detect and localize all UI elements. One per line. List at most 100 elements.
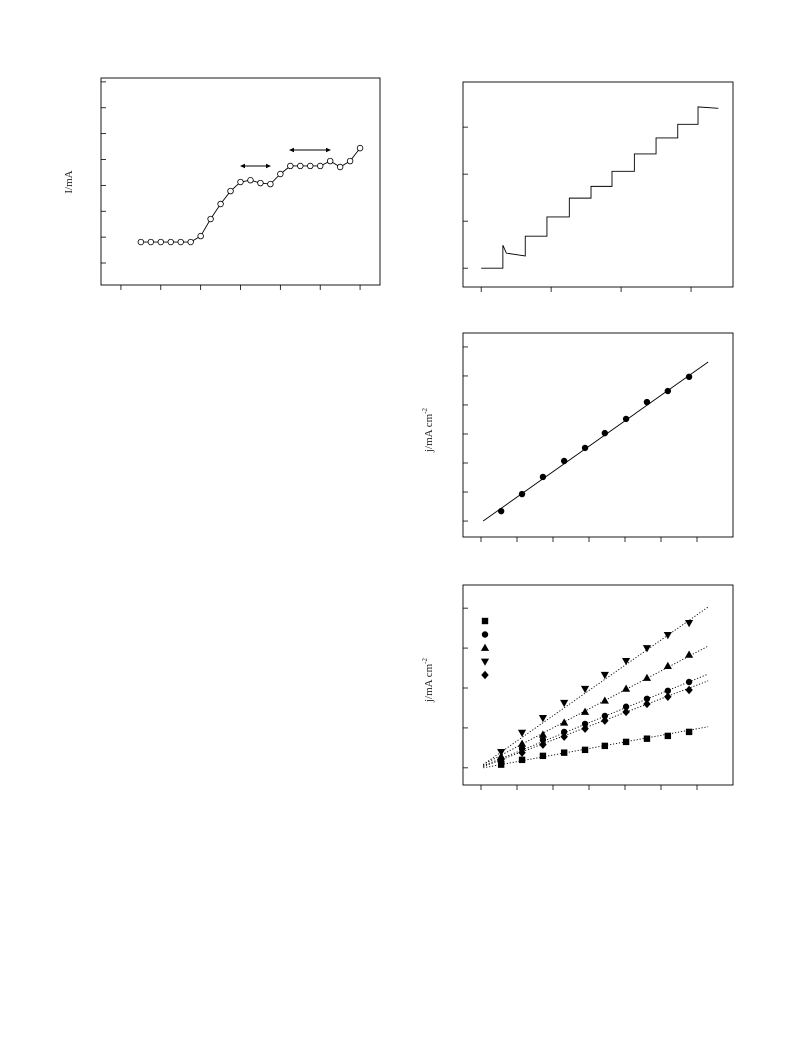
point [685,678,693,686]
point [267,180,274,188]
point [621,657,631,666]
point [560,699,569,708]
y-axis-label-text: j/mA cm [423,663,435,703]
legend-entry [481,617,489,625]
point [560,457,568,465]
chart: j/mA cm-2 [421,584,734,790]
point [560,749,568,756]
point [481,631,489,638]
point [685,728,693,736]
point [664,692,672,701]
point [621,684,631,692]
point [207,215,214,223]
point [237,178,244,186]
point [297,162,304,170]
annotation-arrows [240,147,331,169]
point [560,732,568,741]
legend-entry [480,643,490,651]
plot-frame [462,81,734,288]
point [643,699,651,709]
point [643,735,651,742]
point [560,718,569,726]
series-line [481,106,719,269]
point [517,739,527,747]
point [664,387,672,395]
point [317,162,324,170]
point [601,716,609,725]
point [600,696,609,704]
point [481,617,489,625]
point [663,632,672,640]
y-axis-label: j/mA cm-2 [421,657,435,703]
y-axis-label-text: j/mA cm [423,413,435,453]
point [685,685,693,695]
point [538,715,548,723]
point [247,177,254,184]
point [497,757,505,767]
point [307,162,314,170]
point [497,748,506,757]
legend-entry [481,631,489,638]
point [336,163,344,171]
y-axis-label: j/mA cm-2 [421,407,435,453]
point [147,238,155,246]
arrow-heads [289,147,331,153]
point [167,238,174,246]
point [539,473,547,481]
point [685,373,693,381]
point [581,746,589,754]
point [277,170,284,178]
point [664,732,672,740]
point [187,238,194,246]
point [177,238,184,246]
point [538,730,548,738]
point [581,724,589,733]
point [481,670,489,680]
point [601,429,609,437]
point [622,738,630,746]
point [684,620,694,628]
point [217,200,224,208]
point [581,444,589,452]
chart: j/mA cm-2 [421,332,734,542]
point [480,643,490,651]
point [517,729,527,738]
y-axis-label: I/mA [63,170,75,193]
y-axis-label-superscript: -2 [421,407,429,413]
point [518,490,526,498]
point [601,742,609,750]
point [518,748,526,757]
point [643,398,651,406]
legend-entry [480,658,490,666]
point [642,673,652,681]
point [346,157,354,165]
point [480,658,490,666]
point [580,707,590,715]
point [622,415,630,423]
point [137,238,145,246]
plot-frame [462,584,734,786]
point [600,671,609,680]
point [326,157,334,165]
point [356,144,364,152]
point [580,685,590,694]
point [539,752,547,760]
chart [462,81,734,292]
y-axis-label-text: I/mA [63,170,75,193]
plot-frame [462,332,734,538]
y-axis-label-superscript: -2 [421,657,429,663]
chart: I/mA [63,77,381,290]
point [663,661,672,669]
fit-line [483,726,709,769]
point [157,238,164,246]
point [518,756,526,764]
point [257,179,264,187]
point [287,162,294,170]
point [622,707,630,717]
point [539,740,547,749]
legend-entry [481,670,489,680]
point [684,650,694,658]
